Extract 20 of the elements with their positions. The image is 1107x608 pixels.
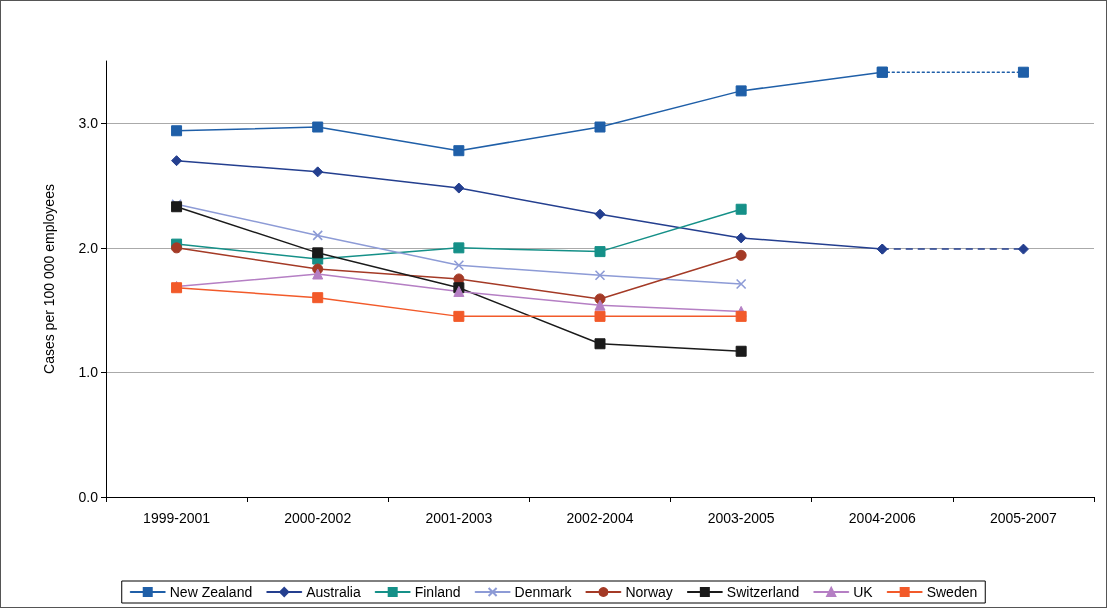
legend-label: Norway: [625, 584, 673, 600]
legend-label: Switzerland: [726, 584, 800, 600]
x-tick-label: 2005-2007: [989, 510, 1058, 526]
x-tick-label: 2004-2006: [848, 510, 916, 526]
y-tick-label: 2.0: [78, 239, 99, 256]
y-axis-title: Cases per 100 000 employees: [41, 184, 57, 374]
y-tick-label: 1.0: [78, 364, 99, 381]
x-tick-label: 1999-2001: [143, 510, 211, 526]
legend-label: Finland: [414, 584, 461, 600]
x-tick-label: 2000-2002: [284, 510, 352, 526]
y-tick-label: 3.0: [78, 115, 99, 132]
legend-label: Sweden: [926, 584, 978, 600]
legend-label: Denmark: [514, 584, 573, 600]
legend-label: New Zealand: [169, 584, 253, 600]
legend-label: UK: [853, 584, 874, 600]
x-tick-label: 2003-2005: [707, 510, 775, 526]
legend-label: Australia: [306, 584, 361, 600]
y-tick-label: 0.0: [78, 489, 99, 505]
x-tick-label: 2001-2003: [425, 510, 493, 526]
x-tick-label: 2002-2004: [566, 510, 634, 526]
